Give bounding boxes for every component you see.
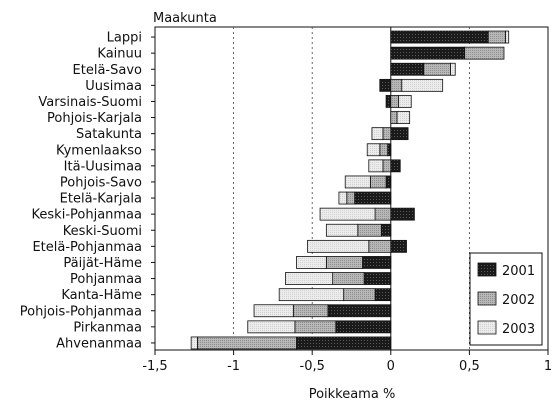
bar-2002 <box>423 62 451 76</box>
bar-2003 <box>307 239 370 253</box>
bar-2002 <box>390 95 400 108</box>
bar-2001 <box>335 320 392 334</box>
category-label: Etelä-Pohjanmaa <box>32 240 142 255</box>
bar-2001 <box>379 78 392 92</box>
bar-2002 <box>464 46 505 60</box>
bar-2001 <box>387 143 392 157</box>
bar-2001 <box>390 30 489 44</box>
category-label: Itä-Uusimaa <box>64 159 142 174</box>
bar-2001 <box>296 336 392 350</box>
bar-2002 <box>343 288 376 302</box>
bar-2002 <box>368 239 392 253</box>
category-label: Keski-Suomi <box>63 224 142 239</box>
bar-2001 <box>390 62 425 76</box>
bar-2003 <box>398 95 412 108</box>
category-label: Pirkanmaa <box>73 320 142 335</box>
bar-2003 <box>401 78 444 92</box>
bar-2002 <box>346 191 356 205</box>
bar-2001 <box>390 159 401 173</box>
plot-frame <box>154 26 549 351</box>
bar-2003 <box>368 159 384 173</box>
bar-2001 <box>385 95 392 108</box>
bar-2002 <box>325 256 363 269</box>
bar-2003 <box>396 111 411 124</box>
bar-2003 <box>366 143 381 157</box>
bar-2002 <box>369 175 387 189</box>
category-label: Pohjois-Savo <box>60 175 142 190</box>
bar-2003 <box>319 207 376 221</box>
category-label: Uusimaa <box>85 79 142 94</box>
x-axis-title: Poikkeama % <box>309 387 396 402</box>
bar-2003 <box>253 304 294 318</box>
bar-2002 <box>374 207 392 221</box>
bar-2003 <box>285 272 334 285</box>
bar-2003 <box>450 62 456 76</box>
bar-2001 <box>362 256 392 269</box>
bar-2002 <box>197 336 297 350</box>
bar-2003 <box>278 288 345 302</box>
bar-2001 <box>363 272 392 285</box>
bar-2003 <box>190 336 198 350</box>
bar-2003 <box>505 30 510 44</box>
category-label: Varsinais-Suomi <box>38 95 142 110</box>
bar-2002 <box>390 111 398 124</box>
category-label: Kainuu <box>97 47 142 62</box>
plot-area: -1,5 -1 -0,5 0 0,5 1 LappiKainuuEtelä-SavoUusi… <box>20 26 552 374</box>
category-label: Pohjois-Pohjanmaa <box>20 304 142 319</box>
bar-2003 <box>371 127 384 141</box>
bar-2001 <box>390 239 407 253</box>
category-label: Kymenlaakso <box>56 143 142 158</box>
bar-2001 <box>390 127 409 141</box>
bar-2002 <box>390 78 403 92</box>
category-label: Pohjanmaa <box>70 272 142 287</box>
bar-2001 <box>354 191 392 205</box>
legend-swatch-2001 <box>477 262 497 277</box>
bar-2003 <box>247 320 296 334</box>
category-label: Päijät-Häme <box>63 256 142 271</box>
bar-2003 <box>325 223 359 237</box>
category-label: Ahvenanmaa <box>56 336 142 351</box>
bar-2002 <box>487 30 506 44</box>
legend-swatch-2002 <box>477 291 497 306</box>
bar-2001 <box>374 288 392 302</box>
category-label: Satakunta <box>76 127 142 142</box>
legend-label-2003: 2003 <box>502 322 535 337</box>
bar-2003 <box>338 191 348 205</box>
x-tick-label: 0 <box>387 359 395 374</box>
category-label: Lappi <box>107 31 142 46</box>
legend: 2001 2002 2003 <box>469 252 543 346</box>
bar-2002 <box>294 320 337 334</box>
bar-2002 <box>382 127 392 141</box>
bar-2002 <box>357 223 382 237</box>
bar-2001 <box>390 207 415 221</box>
legend-label-2001: 2001 <box>502 264 535 279</box>
category-label: Pohjois-Karjala <box>47 111 142 126</box>
legend-swatch-2003 <box>477 320 497 335</box>
category-label: Etelä-Savo <box>73 63 142 78</box>
category-label: Kanta-Häme <box>61 288 142 303</box>
x-tick-label: 1 <box>544 359 552 374</box>
bar-2002 <box>379 143 389 157</box>
bar-2002 <box>382 159 392 173</box>
bar-2003 <box>344 175 371 189</box>
bar-2002 <box>292 304 329 318</box>
x-tick-label: -1 <box>227 359 240 374</box>
bar-2001 <box>385 175 392 189</box>
bar-2001 <box>327 304 392 318</box>
category-label: Etelä-Karjala <box>60 192 142 207</box>
legend-label-2002: 2002 <box>502 293 535 308</box>
bar-2002 <box>332 272 365 285</box>
bar-2003 <box>296 256 327 269</box>
category-label: Keski-Pohjanmaa <box>32 208 142 223</box>
x-tick-label: -0,5 <box>300 359 325 374</box>
x-tick-label: 0,5 <box>459 359 480 374</box>
bar-2001 <box>380 223 392 237</box>
chart-title: Maakunta <box>153 11 217 26</box>
x-tick-label: -1,5 <box>142 359 167 374</box>
bar-2001 <box>390 46 466 60</box>
